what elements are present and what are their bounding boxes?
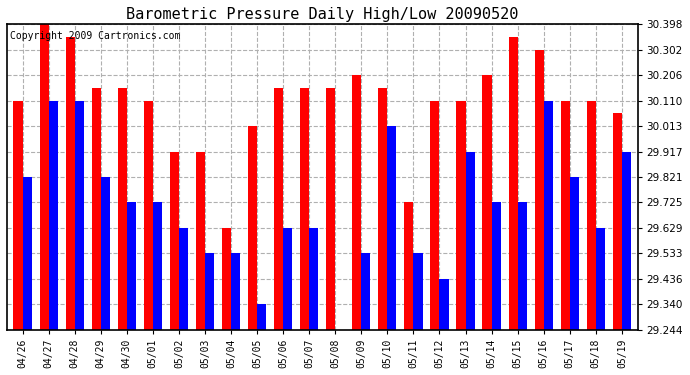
- Bar: [39, 24, 48, 330]
- Bar: [509, 37, 518, 330]
- Bar: [101, 177, 110, 330]
- Bar: [622, 152, 631, 330]
- Bar: [456, 100, 466, 330]
- Bar: [387, 126, 397, 330]
- Bar: [431, 100, 440, 330]
- Bar: [283, 228, 293, 330]
- Bar: [613, 113, 622, 330]
- Bar: [544, 100, 553, 330]
- Bar: [153, 202, 162, 330]
- Bar: [482, 75, 491, 330]
- Bar: [413, 253, 422, 330]
- Bar: [222, 228, 231, 330]
- Text: Copyright 2009 Cartronics.com: Copyright 2009 Cartronics.com: [10, 31, 181, 40]
- Bar: [14, 100, 23, 330]
- Bar: [352, 75, 362, 330]
- Bar: [118, 88, 127, 330]
- Bar: [535, 50, 544, 330]
- Bar: [127, 202, 136, 330]
- Bar: [491, 202, 501, 330]
- Bar: [518, 202, 526, 330]
- Bar: [257, 304, 266, 330]
- Bar: [48, 100, 58, 330]
- Bar: [248, 126, 257, 330]
- Bar: [66, 37, 75, 330]
- Bar: [23, 177, 32, 330]
- Bar: [205, 253, 214, 330]
- Bar: [179, 228, 188, 330]
- Bar: [378, 88, 387, 330]
- Bar: [561, 100, 570, 330]
- Bar: [274, 88, 283, 330]
- Bar: [440, 279, 449, 330]
- Bar: [596, 228, 605, 330]
- Bar: [309, 228, 318, 330]
- Bar: [170, 152, 179, 330]
- Bar: [570, 177, 579, 330]
- Bar: [196, 152, 205, 330]
- Bar: [144, 100, 153, 330]
- Bar: [231, 253, 240, 330]
- Bar: [326, 88, 335, 330]
- Bar: [75, 100, 83, 330]
- Title: Barometric Pressure Daily High/Low 20090520: Barometric Pressure Daily High/Low 20090…: [126, 7, 518, 22]
- Bar: [466, 152, 475, 330]
- Bar: [404, 202, 413, 330]
- Bar: [300, 88, 309, 330]
- Bar: [92, 88, 101, 330]
- Bar: [586, 100, 596, 330]
- Bar: [362, 253, 371, 330]
